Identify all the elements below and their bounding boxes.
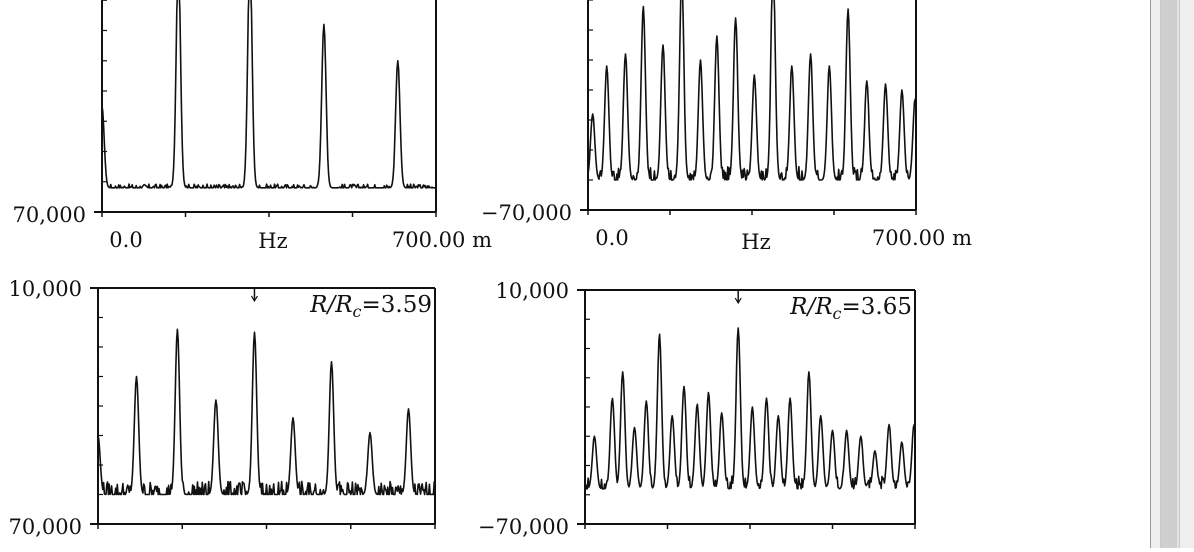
x-right-label: 700.00 m [872,226,972,250]
spectrum-line [97,328,436,496]
spectra-figure: 70,000 0.0 Hz 700.00 m −70,000 0.0 Hz 700.00 m 1… [9,0,972,539]
peak-marker-arrowhead [734,297,742,305]
x-left-label: 0.0 [109,228,142,252]
x-left-label: 0.0 [595,226,628,250]
y-min-label: 70,000 [9,515,82,539]
x-right-label: 700.00 m [392,228,492,252]
spectrum-line [101,0,436,189]
y-max-label: 10,000 [496,279,569,303]
x-axis-label: Hz [741,230,770,254]
scrollbar-thumb[interactable] [1161,0,1177,548]
y-min-label: −70,000 [481,201,572,225]
ratio-annotation: R/Rc=3.59 [309,292,432,321]
peak-marker-arrowhead [250,295,258,303]
vertical-scrollbar[interactable] [1150,0,1194,548]
x-axis-label: Hz [258,229,287,253]
spectrum-line [584,327,916,490]
y-min-label: 70,000 [13,203,86,227]
ratio-annotation: R/Rc=3.65 [789,294,912,323]
y-min-label: −70,000 [478,515,569,539]
y-max-label: 10,000 [9,277,82,301]
figure-page: 70,000 0.0 Hz 700.00 m −70,000 0.0 Hz 700.00 m 1… [9,0,972,539]
spectrum-line [587,0,917,181]
